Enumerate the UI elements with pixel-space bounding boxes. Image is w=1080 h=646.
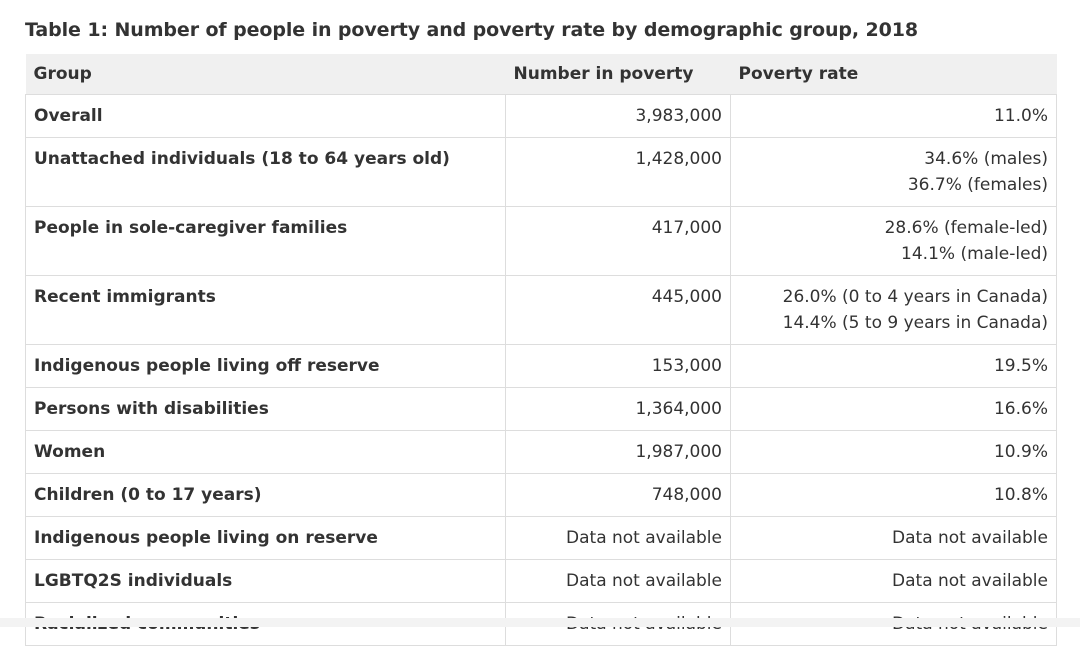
rate-line: 11.0%: [993, 106, 1048, 126]
number-cell: 748,000: [505, 473, 731, 517]
number-cell: 153,000: [505, 344, 731, 388]
number-cell: 1,364,000: [505, 387, 731, 431]
table-row: People in sole-caregiver families 417,00…: [25, 206, 1057, 276]
table-row: Recent immigrants 445,000 26.0% (0 to 4 …: [25, 275, 1057, 345]
rate-cell: 10.8%: [730, 473, 1057, 517]
number-cell: 417,000: [505, 206, 731, 276]
group-cell: Recent immigrants: [25, 275, 506, 345]
rate-cell: 11.0%: [730, 94, 1057, 138]
group-cell: Overall: [25, 94, 506, 138]
table-row: Women 1,987,000 10.9%: [25, 430, 1057, 474]
rate-cell: 34.6% (males) 36.7% (females): [730, 137, 1057, 207]
table-row: Unattached individuals (18 to 64 years o…: [25, 137, 1057, 207]
rate-line: 16.6%: [993, 399, 1048, 419]
rate-cell: 10.9%: [730, 430, 1057, 474]
table-row: Indigenous people living off reserve 153…: [25, 344, 1057, 388]
group-cell: Children (0 to 17 years): [25, 473, 506, 517]
group-cell: Persons with disabilities: [25, 387, 506, 431]
rate-line: 36.7% (females): [907, 175, 1048, 195]
number-cell: 3,983,000: [505, 94, 731, 138]
rate-line: 10.9%: [993, 442, 1048, 462]
page: Table 1: Number of people in poverty and…: [0, 19, 1080, 646]
rate-line: 10.8%: [993, 485, 1048, 505]
table-row: Indigenous people living on reserve Data…: [25, 516, 1057, 560]
rate-line: 34.6% (males): [924, 149, 1048, 169]
number-cell: 1,987,000: [505, 430, 731, 474]
header-poverty-rate: Poverty rate: [730, 54, 1057, 95]
table-header-row: Group Number in poverty Poverty rate: [25, 54, 1057, 95]
group-cell: People in sole-caregiver families: [25, 206, 506, 276]
header-number-in-poverty: Number in poverty: [505, 54, 731, 95]
group-cell: LGBTQ2S individuals: [25, 559, 506, 603]
header-group: Group: [25, 54, 506, 95]
rate-cell: 19.5%: [730, 344, 1057, 388]
number-cell: 445,000: [505, 275, 731, 345]
rate-line: 19.5%: [993, 356, 1048, 376]
rate-cell: 16.6%: [730, 387, 1057, 431]
group-cell: Indigenous people living on reserve: [25, 516, 506, 560]
rate-line: Data not available: [892, 528, 1048, 548]
table-row: Overall 3,983,000 11.0%: [25, 94, 1057, 138]
rate-line: 26.0% (0 to 4 years in Canada): [782, 287, 1048, 307]
rate-line: 14.1% (male-led): [901, 244, 1048, 264]
number-cell: Data not available: [505, 516, 731, 560]
number-cell: Data not available: [505, 559, 731, 603]
rate-line: 28.6% (female-led): [884, 218, 1048, 238]
rate-cell: Data not available: [730, 516, 1057, 560]
group-cell: Unattached individuals (18 to 64 years o…: [25, 137, 506, 207]
bottom-edge: [0, 618, 1080, 627]
poverty-table: Group Number in poverty Poverty rate Ove…: [25, 54, 1057, 646]
rate-line: 14.4% (5 to 9 years in Canada): [782, 313, 1048, 333]
table-row: Persons with disabilities 1,364,000 16.6…: [25, 387, 1057, 431]
number-cell: 1,428,000: [505, 137, 731, 207]
rate-line: Data not available: [892, 571, 1048, 591]
table-caption: Table 1: Number of people in poverty and…: [25, 19, 919, 41]
table-row: Children (0 to 17 years) 748,000 10.8%: [25, 473, 1057, 517]
rate-cell: 26.0% (0 to 4 years in Canada) 14.4% (5 …: [730, 275, 1057, 345]
table-row: LGBTQ2S individuals Data not available D…: [25, 559, 1057, 603]
group-cell: Women: [25, 430, 506, 474]
group-cell: Indigenous people living off reserve: [25, 344, 506, 388]
rate-cell: 28.6% (female-led) 14.1% (male-led): [730, 206, 1057, 276]
rate-cell: Data not available: [730, 559, 1057, 603]
